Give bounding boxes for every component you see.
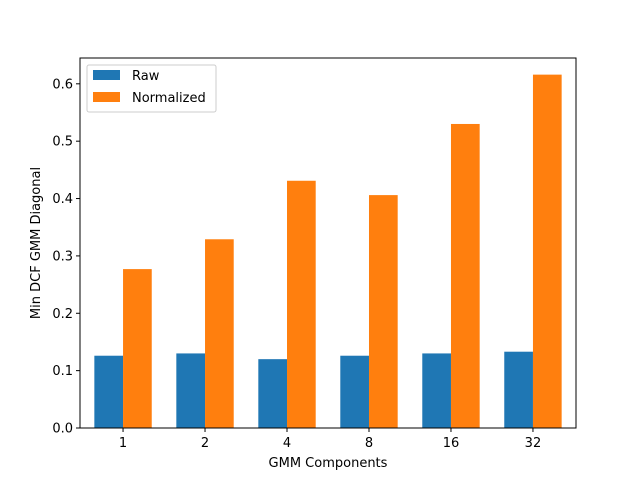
y-tick-label: 0.6 [52, 77, 73, 92]
bar-normalized-4 [287, 180, 316, 428]
bar-normalized-8 [368, 195, 398, 428]
bar-normalized-2 [205, 239, 234, 428]
bar-raw-8 [340, 355, 369, 428]
bar-raw-32 [504, 351, 533, 428]
y-tick-label: 0.2 [52, 307, 73, 322]
legend: Raw Normalized [86, 64, 217, 113]
bar-normalized-16 [450, 123, 480, 428]
bar-raw-4 [258, 359, 288, 428]
y-tick-label: 0.1 [52, 364, 73, 379]
x-axis-label: GMM Components [269, 456, 388, 471]
bar-normalized-32 [532, 74, 562, 429]
legend-label-normalized: Normalized [132, 91, 206, 106]
y-tick-label: 0.3 [52, 249, 73, 264]
y-tick-label: 0.5 [52, 135, 73, 150]
legend-label-raw: Raw [132, 69, 160, 84]
x-tick-label: 4 [283, 436, 291, 451]
y-tick-label: 0.0 [52, 422, 73, 437]
y-tick-label: 0.4 [52, 192, 73, 207]
x-tick-label: 2 [201, 436, 209, 451]
x-axis-ticks: 1 2 4 8 16 32 [119, 428, 541, 451]
y-axis-ticks: 0.0 0.1 0.2 0.3 0.4 0.5 0.6 [52, 77, 80, 437]
bar-raw-16 [422, 353, 451, 428]
x-tick-label: 1 [119, 436, 127, 451]
bar-raw-2 [176, 353, 206, 428]
bar-raw-1 [94, 355, 124, 428]
legend-swatch-normalized [93, 92, 120, 102]
x-tick-label: 8 [365, 436, 373, 451]
y-axis-label: Min DCF GMM Diagonal [29, 167, 44, 319]
bars [94, 74, 562, 429]
legend-swatch-raw [93, 70, 120, 80]
x-tick-label: 16 [443, 436, 460, 451]
bar-normalized-1 [123, 269, 152, 428]
x-tick-label: 32 [525, 436, 542, 451]
axes-frame [79, 57, 577, 429]
